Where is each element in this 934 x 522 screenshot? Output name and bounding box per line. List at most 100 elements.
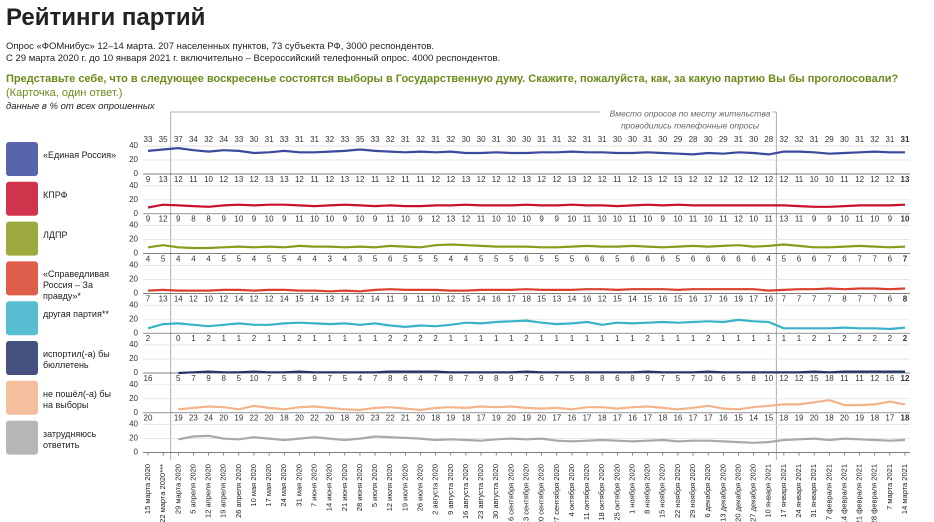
value-label: 1 bbox=[494, 334, 499, 343]
value-label: 33 bbox=[371, 135, 380, 144]
value-label: 10 bbox=[598, 215, 607, 224]
value-label: 1 bbox=[539, 334, 544, 343]
value-label: 9 bbox=[146, 215, 151, 224]
value-label: 12 bbox=[295, 175, 304, 184]
value-label: 7 bbox=[812, 294, 817, 303]
value-label: 11 bbox=[416, 175, 425, 184]
value-label: 8 bbox=[630, 374, 635, 383]
value-label: 10 bbox=[643, 215, 652, 224]
value-label: 9 bbox=[645, 374, 650, 383]
series-line bbox=[147, 147, 905, 156]
value-label: 19 bbox=[734, 294, 743, 303]
value-label: 33 bbox=[340, 135, 349, 144]
x-tick-label: 10 мая 2020 bbox=[249, 464, 258, 507]
value-label: 1 bbox=[191, 334, 196, 343]
value-label: 10 bbox=[234, 215, 243, 224]
value-label: 9 bbox=[555, 215, 560, 224]
value-label: 7 bbox=[327, 374, 332, 383]
value-label: 9 bbox=[252, 215, 257, 224]
value-label: 18 bbox=[522, 294, 531, 303]
value-label: 1 bbox=[767, 334, 772, 343]
series-line bbox=[178, 399, 906, 412]
value-label: 5 bbox=[221, 255, 226, 264]
value-label: 32 bbox=[204, 135, 213, 144]
value-label: 10 bbox=[613, 215, 622, 224]
value-label: 11 bbox=[386, 215, 395, 224]
value-label: 1 bbox=[343, 334, 348, 343]
value-label: 1 bbox=[736, 334, 741, 343]
value-label: 4 bbox=[297, 255, 302, 264]
value-label: 12 bbox=[174, 175, 183, 184]
value-label: 30 bbox=[658, 135, 667, 144]
x-tick-label: 22 ноября 2020 bbox=[673, 464, 682, 518]
value-label: 5 bbox=[403, 255, 408, 264]
value-label: 6 bbox=[645, 255, 650, 264]
value-label: 10 bbox=[567, 215, 576, 224]
value-label: 9 bbox=[176, 215, 181, 224]
value-label: 30 bbox=[749, 135, 758, 144]
value-label: 6 bbox=[721, 255, 726, 264]
x-tick-label: 26 апреля 2020 bbox=[234, 464, 243, 518]
value-label: 6 bbox=[797, 255, 802, 264]
value-label: 4 bbox=[191, 255, 196, 264]
value-label: 14 bbox=[310, 294, 319, 303]
value-label: 12 bbox=[219, 294, 228, 303]
value-label: 12 bbox=[734, 175, 743, 184]
x-tick-label: 19 апреля 2020 bbox=[219, 464, 228, 518]
party-icon bbox=[6, 420, 38, 455]
value-label: 8 bbox=[221, 374, 226, 383]
value-label: 10 bbox=[673, 215, 682, 224]
value-label: 4 bbox=[464, 255, 469, 264]
value-label: 14 bbox=[749, 414, 758, 423]
legend-label: КПРФ bbox=[43, 189, 68, 200]
value-label: 32 bbox=[567, 135, 576, 144]
y-tick-label: 40 bbox=[129, 340, 138, 349]
value-label: 9 bbox=[539, 215, 544, 224]
value-label: 12 bbox=[749, 175, 758, 184]
value-label: 5 bbox=[479, 255, 484, 264]
value-label: 30 bbox=[613, 135, 622, 144]
value-label: 12 bbox=[885, 175, 894, 184]
value-label: 32 bbox=[325, 135, 334, 144]
x-tick-label: 24 мая 2020 bbox=[279, 464, 288, 507]
value-label: 1 bbox=[555, 334, 560, 343]
x-tick-label: 10 января 2021 bbox=[764, 464, 773, 518]
value-label: 5 bbox=[615, 255, 620, 264]
value-label: 11 bbox=[295, 215, 304, 224]
value-label: 5 bbox=[237, 255, 242, 264]
value-label: 24 bbox=[204, 414, 213, 423]
value-label: 14 bbox=[340, 294, 349, 303]
value-label: 1 bbox=[721, 334, 726, 343]
value-label: 12 bbox=[159, 215, 168, 224]
value-label: 9 bbox=[827, 215, 832, 224]
value-label: 6 bbox=[888, 294, 893, 303]
value-label: 1 bbox=[237, 334, 242, 343]
value-label: 20 bbox=[219, 414, 228, 423]
value-label: 4 bbox=[449, 255, 454, 264]
value-label: 12 bbox=[583, 175, 592, 184]
value-label: 5 bbox=[343, 374, 348, 383]
x-tick-label: 31 января 2021 bbox=[809, 464, 818, 518]
value-label: 7 bbox=[797, 294, 802, 303]
value-label: 8 bbox=[449, 374, 454, 383]
legend-label: не пошёл(-а) бы на выборы bbox=[43, 388, 111, 410]
y-tick-label: 20 bbox=[129, 394, 138, 403]
y-tick-label: 40 bbox=[129, 141, 138, 150]
value-label: 4 bbox=[252, 255, 257, 264]
value-label: 34 bbox=[189, 135, 198, 144]
y-tick-label: 40 bbox=[129, 261, 138, 270]
value-label: 2 bbox=[297, 334, 302, 343]
y-tick-label: 0 bbox=[134, 448, 139, 457]
value-label: 1 bbox=[282, 334, 287, 343]
party-icon bbox=[6, 341, 38, 375]
value-label: 6 bbox=[751, 255, 756, 264]
value-label: 13 bbox=[159, 294, 168, 303]
value-label: 10 bbox=[704, 374, 713, 383]
value-label: 31 bbox=[885, 135, 894, 144]
value-label: 7 bbox=[857, 255, 862, 264]
value-label: 10 bbox=[356, 215, 365, 224]
value-label: 8 bbox=[585, 374, 590, 383]
y-tick-label: 0 bbox=[134, 328, 139, 337]
value-label: 14 bbox=[567, 294, 576, 303]
value-label: 31 bbox=[310, 135, 319, 144]
